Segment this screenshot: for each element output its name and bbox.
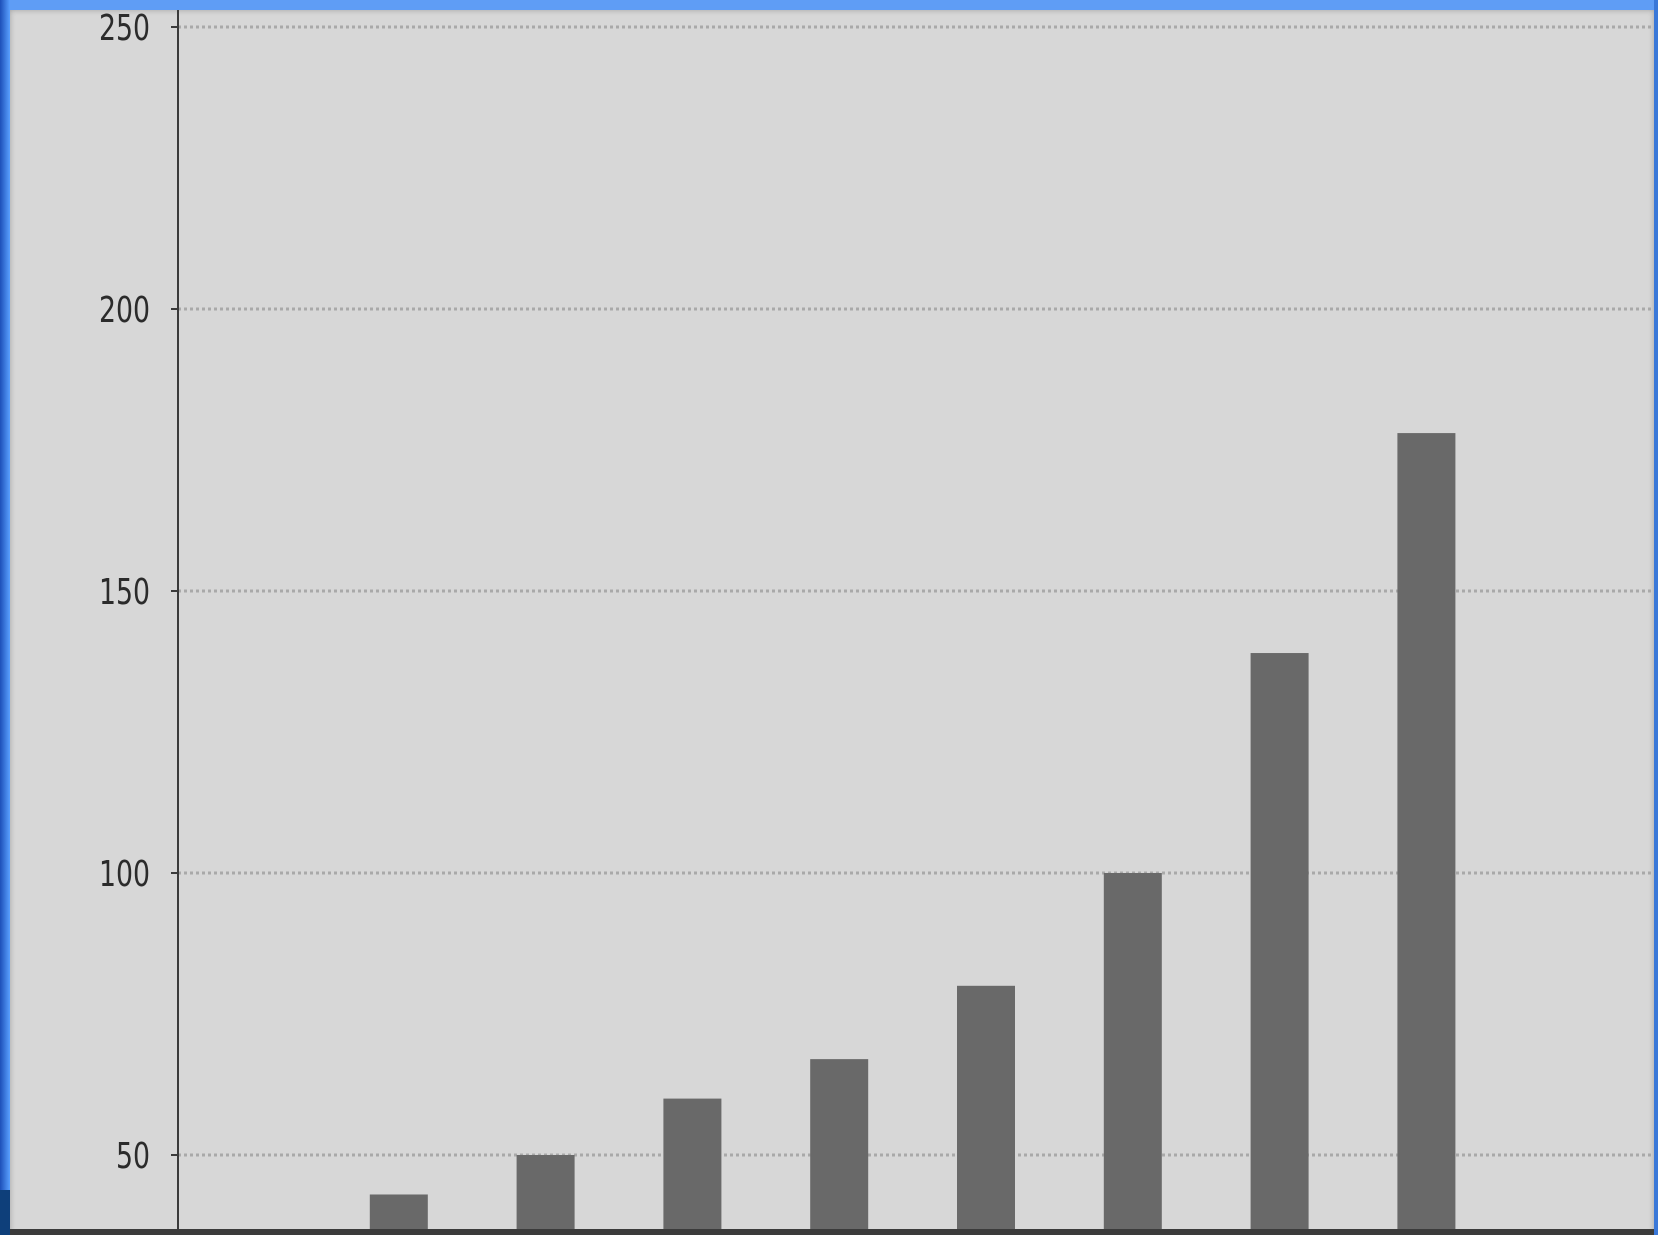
panel-bottom-edge [10, 1229, 1654, 1235]
bar-9 [1397, 433, 1456, 1230]
bar-7 [1103, 873, 1162, 1229]
y-axis [171, 10, 179, 1229]
y-tick-label-150: 150 [99, 572, 150, 613]
y-tick-label-50: 50 [116, 1136, 150, 1177]
y-tick-labels: 50 100 150 200 250 [99, 8, 150, 1177]
bar-8 [1250, 653, 1309, 1229]
y-tick-label-200: 200 [99, 290, 150, 331]
window-frame-left [0, 0, 10, 1235]
y-tick-label-250: 250 [99, 8, 150, 49]
bars [369, 433, 1456, 1230]
window-frame-top [0, 0, 1658, 10]
window-frame-right [1654, 0, 1658, 1235]
chart-panel [10, 10, 1654, 1235]
bar-4 [663, 1098, 722, 1229]
y-tick-label-100: 100 [99, 854, 150, 895]
bar-3 [516, 1155, 575, 1229]
bar-2 [369, 1194, 428, 1229]
bar-5 [810, 1059, 869, 1229]
bar-6 [957, 985, 1015, 1229]
